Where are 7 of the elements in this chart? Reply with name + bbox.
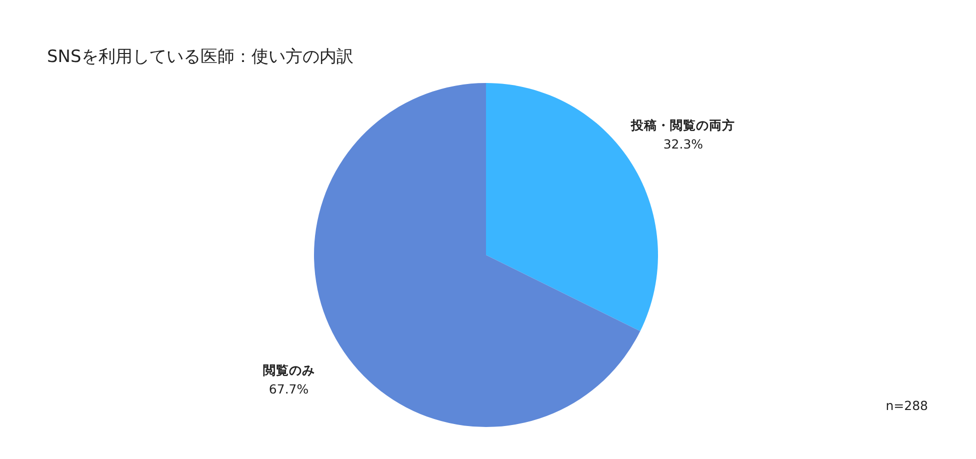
chart-title: SNSを利用している医師：使い方の内訳 — [47, 47, 354, 67]
data-label: 67.7% — [268, 382, 309, 397]
slice-label: 投稿・閲覧の両方 — [630, 117, 736, 132]
pie-slice — [486, 83, 658, 332]
slice-label: 閲覧のみ — [262, 362, 315, 378]
text: n=288 — [886, 398, 928, 413]
data-label: 32.3% — [663, 136, 704, 152]
